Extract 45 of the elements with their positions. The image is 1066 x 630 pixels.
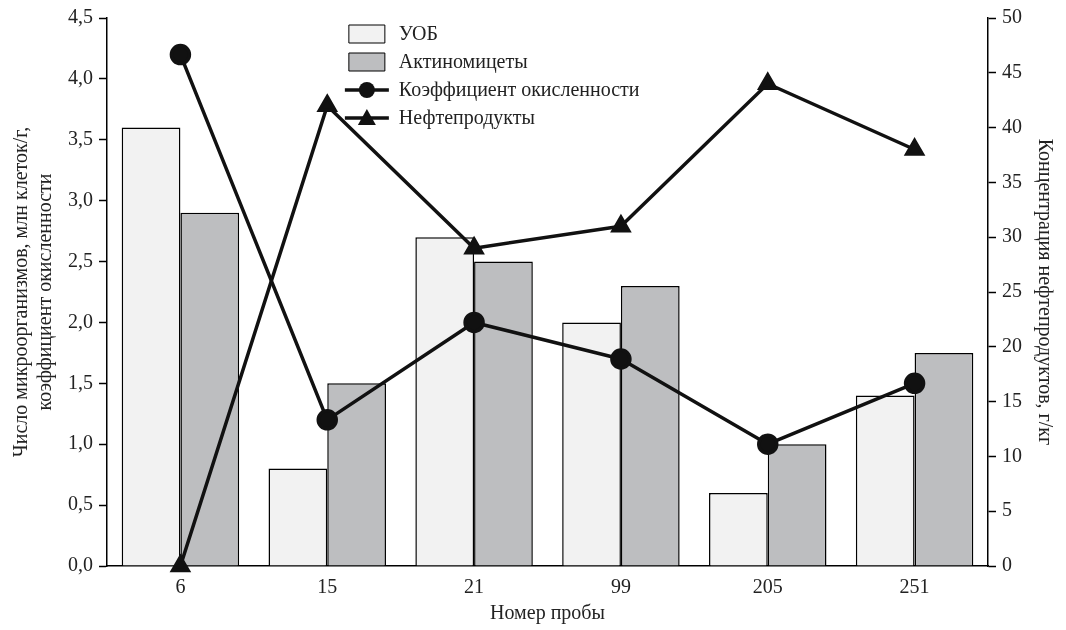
y2-tick-label: 0 (1002, 553, 1012, 576)
point (317, 94, 337, 112)
y-tick-label: 1,5 (68, 370, 93, 393)
x-axis-title: Номер пробы (490, 601, 605, 625)
y2-axis-title: Концентрация нефтепродуктов, г/кг (1033, 138, 1057, 446)
y2-tick-label: 45 (1002, 60, 1022, 83)
point (463, 311, 485, 334)
y2-tick-label: 30 (1002, 224, 1022, 247)
x-tick-label: 6 (175, 575, 186, 598)
y2-tick-label: 25 (1002, 279, 1022, 302)
y-tick-label: 3,0 (68, 187, 93, 210)
y2-tick-label: 20 (1002, 334, 1022, 357)
point (169, 43, 192, 66)
y-axis-title: Число микроорганизмов, млн клеток/г, коэффициент окисленности (9, 126, 57, 458)
point (316, 409, 338, 431)
x-tick-label: 15 (317, 575, 338, 598)
y-tick-label: 2,5 (68, 248, 93, 271)
y2-tick-label: 15 (1002, 388, 1022, 411)
point (170, 555, 190, 573)
point (905, 138, 925, 156)
point (610, 348, 632, 370)
legend-label: Нефтепродукты (398, 106, 535, 130)
point (758, 73, 778, 91)
x-tick-label: 205 (752, 575, 783, 598)
point (757, 433, 779, 455)
y-tick-label: 0,5 (68, 492, 93, 515)
y-tick-label: 2,0 (68, 309, 93, 332)
legend-label: Актиномицеты (398, 50, 528, 74)
y-tick-label: 4,0 (68, 66, 93, 89)
y-tick-label: 0,0 (68, 553, 93, 576)
y2-tick-label: 10 (1002, 443, 1022, 466)
x-tick-label: 99 (610, 575, 631, 598)
point (611, 215, 631, 233)
y-tick-label: 1,0 (68, 431, 93, 454)
y2-tick-label: 5 (1002, 498, 1012, 521)
point (464, 237, 484, 255)
y-tick-label: 4,5 (68, 5, 93, 28)
y2-tick-label: 40 (1002, 114, 1022, 137)
x-tick-label: 251 (899, 575, 930, 598)
legend-label: УОБ (398, 22, 438, 45)
y2-tick-label: 35 (1002, 169, 1022, 192)
legend-label: Коэффициент окисленности (398, 78, 640, 102)
y2-tick-label: 50 (1002, 5, 1022, 28)
y-tick-label: 3,5 (68, 127, 93, 150)
x-tick-label: 21 (464, 575, 485, 598)
